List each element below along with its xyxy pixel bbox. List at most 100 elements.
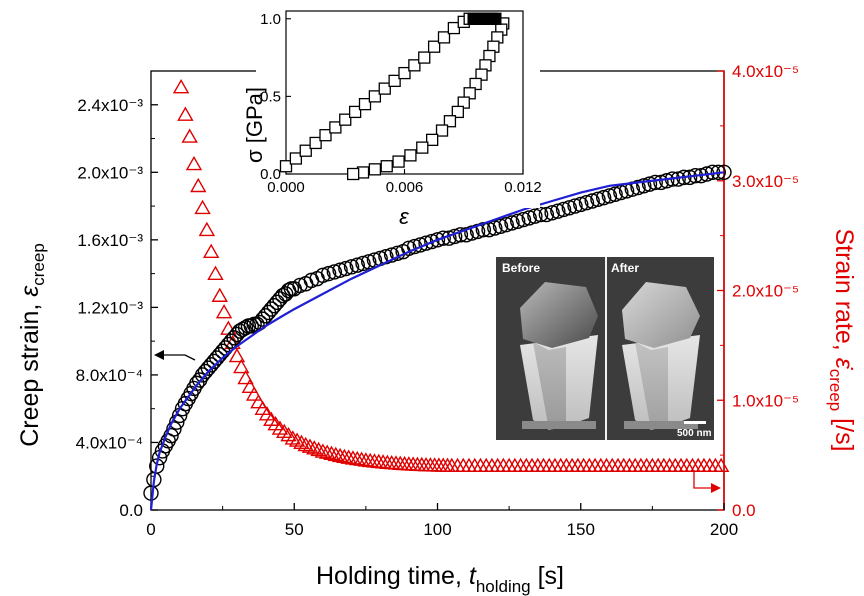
inset-loading-point (279, 160, 293, 173)
inset-loading-point (427, 40, 441, 53)
left-tick-label: 0.0 (119, 501, 143, 520)
creep-strain-point (469, 223, 486, 240)
creep-strain-point (607, 186, 623, 202)
creep-strain-point (492, 218, 509, 235)
left-y-axis-label: Creep strain, εcreep (16, 243, 48, 447)
creep-fit-line (149, 171, 725, 511)
creep-strain-point (326, 264, 343, 280)
creep-strain-point (349, 257, 365, 273)
inset-y-tick-label: 0.5 (260, 88, 281, 105)
bottom-tick-label: 150 (567, 520, 595, 539)
creep-strain-point (510, 213, 526, 229)
left-tick-label: 1.6x10⁻³ (77, 231, 143, 250)
strain-rate-point (181, 128, 198, 143)
left-tick-label: 2.0x10⁻³ (77, 163, 143, 182)
inset-loading-point (348, 105, 362, 119)
creep-strain-point (653, 174, 669, 191)
right-tick-label: 0.0 (732, 501, 756, 520)
creep-strain-point (544, 205, 560, 221)
creep-strain-point (355, 255, 371, 272)
inset-chart: 0.000 0.006 0.012 0.0 0.5 1.0 σ [GPa] ε (242, 0, 542, 229)
inset-x-tick-label: 0.012 (504, 179, 542, 196)
sem-micrograph: Before After 500 nm (496, 257, 714, 440)
strain-rate-point (271, 420, 289, 435)
inset-unloading-point (404, 149, 417, 162)
strain-rate-point (323, 445, 340, 460)
creep-strain-point (590, 191, 606, 208)
creep-strain-point (515, 211, 532, 228)
creep-strain-point (555, 201, 572, 218)
inset-loading-point (378, 82, 391, 95)
inset-loading-point (299, 144, 312, 157)
creep-strain-point (338, 260, 354, 277)
inset-loading-point (329, 121, 342, 134)
creep-strain-point (237, 319, 254, 336)
left-tick-label: 1.2x10⁻³ (77, 298, 143, 317)
creep-strain-point (641, 176, 658, 192)
creep-strain-point (573, 196, 589, 213)
x-axis-label: Holding time, tholding [s] (316, 562, 564, 596)
inset-loading-point (398, 66, 411, 80)
strain-rate-point (198, 221, 216, 237)
left-axis-ticks: 0.0 4.0x10⁻⁴ 8.0x10⁻⁴ 1.2x10⁻³ 1.6x10⁻³ 2.0x1… (76, 96, 158, 520)
inset-axis-ticks: 0.000 0.006 0.012 0.0 0.5 1.0 (260, 11, 542, 196)
strain-rate-point (284, 430, 302, 445)
sem-panel-divider (605, 257, 607, 440)
inset-x-tick-label: 0.000 (267, 179, 305, 196)
creep-strain-point (630, 179, 646, 196)
inset-loading-point (418, 51, 431, 64)
strain-rate-point (310, 441, 327, 457)
sem-after-label: After (611, 261, 639, 275)
inset-loading-point (408, 59, 421, 72)
inset-loading-point (289, 152, 303, 165)
strain-rate-point (228, 347, 246, 363)
strain-rate-point (306, 440, 323, 455)
strain-rate-point (301, 438, 319, 453)
creep-strain-point (166, 421, 182, 437)
sem-before-label: Before (502, 261, 540, 275)
creep-strain-point (435, 230, 451, 246)
inset-y-tick-label: 0.0 (260, 166, 281, 183)
strain-rate-point (280, 426, 297, 442)
creep-strain-point (584, 193, 600, 209)
inset-unloading-point (416, 141, 429, 154)
strain-rate-point (331, 447, 349, 463)
bottom-axis-ticks: 0 50 100 150 200 (146, 503, 738, 539)
creep-strain-point (578, 194, 595, 211)
strain-rate-point (190, 177, 207, 193)
inset-loading-point (358, 97, 372, 111)
inset-y-axis-label: σ [GPa] (242, 87, 267, 163)
creep-strain-point (424, 233, 440, 250)
strain-rate-point (250, 394, 267, 409)
creep-strain-point (361, 254, 377, 270)
strain-rate-point (288, 432, 306, 447)
strain-rate-point (207, 265, 224, 280)
inset-y-tick-label: 1.0 (260, 11, 281, 28)
creep-strain-point (189, 375, 205, 392)
inset-loading-point (437, 31, 451, 44)
inset-unloading-point (368, 163, 382, 176)
creep-strain-point (272, 291, 288, 307)
sem-before-pillar (520, 282, 598, 430)
creep-strain-point (710, 164, 726, 181)
creep-strain-point (567, 198, 583, 214)
sem-scale-bar (684, 421, 706, 424)
creep-strain-point (383, 247, 400, 263)
sem-after-pillar (622, 282, 700, 430)
right-axis-ticks: 0.0 1.0x10⁻⁵ 2.0x10⁻⁵ 3.0x10⁻⁵ 4.0x10⁻⁵ (717, 62, 799, 520)
creep-strain-point (343, 259, 360, 275)
right-y-axis-label: Strain rate, ε̇creep [/s] (826, 228, 858, 451)
strain-rate-point (712, 457, 730, 473)
strain-rate-series (172, 79, 730, 473)
strain-rate-point (276, 423, 293, 439)
strain-rate-point (297, 436, 314, 452)
right-tick-label: 4.0x10⁻⁵ (732, 62, 799, 81)
left-tick-label: 4.0x10⁻⁴ (76, 433, 143, 452)
creep-strain-point (378, 249, 394, 265)
inset-unloading-point (392, 155, 405, 168)
strain-rate-point (172, 79, 190, 94)
right-axis-arrow (693, 470, 721, 493)
creep-strain-point (504, 215, 520, 231)
creep-strain-point (527, 208, 543, 224)
strain-rate-point (211, 287, 228, 302)
